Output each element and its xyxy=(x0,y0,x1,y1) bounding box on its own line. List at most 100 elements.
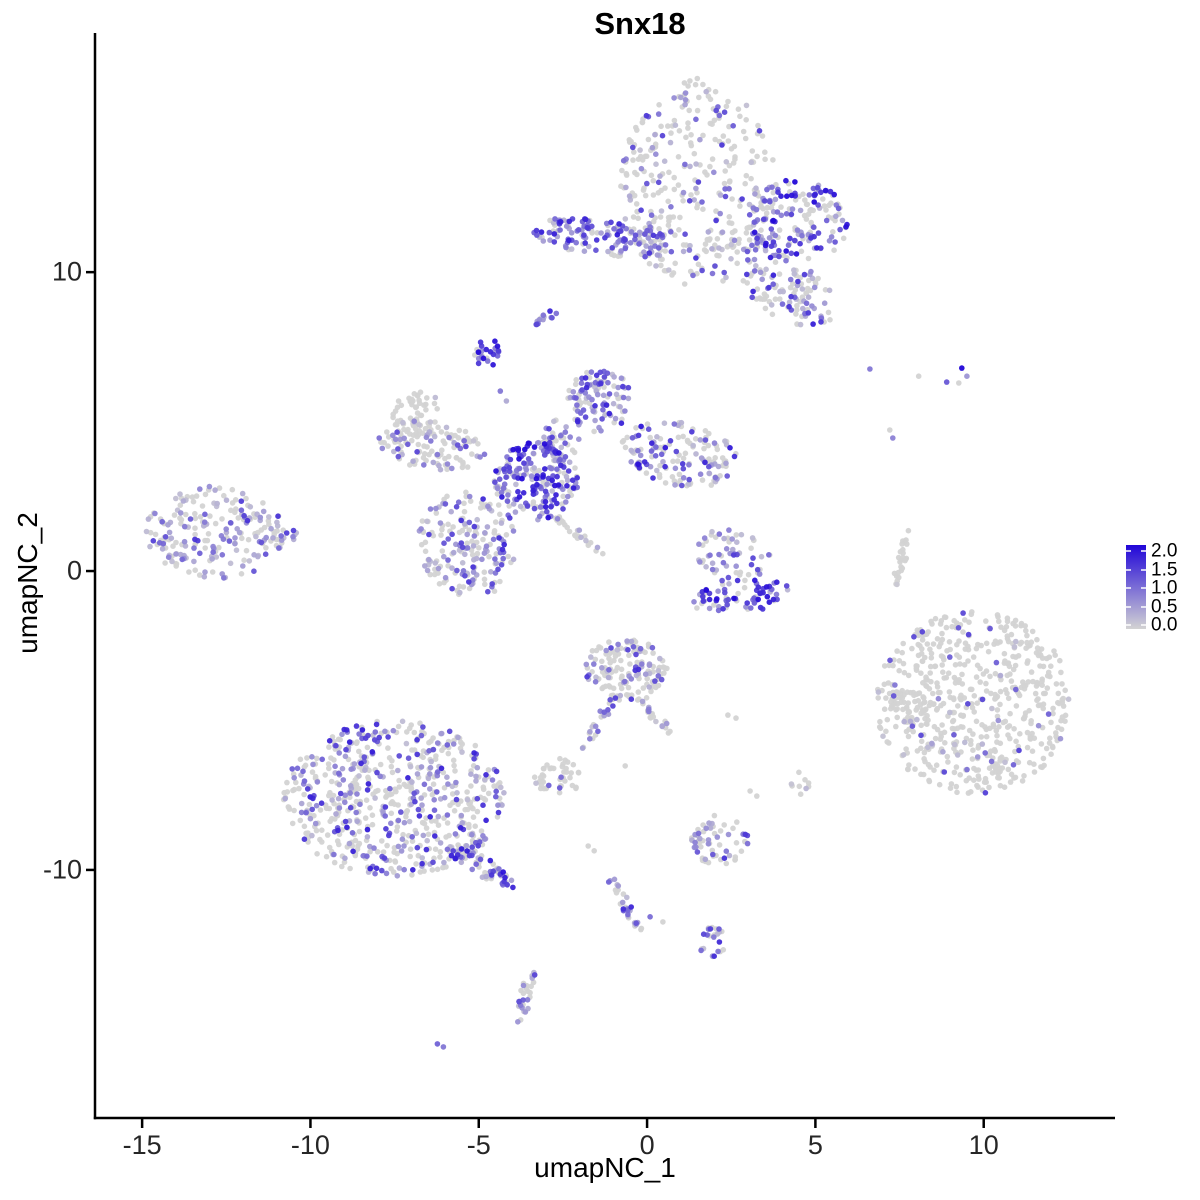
data-point xyxy=(219,552,226,558)
data-point xyxy=(683,134,689,141)
data-point xyxy=(533,780,539,786)
data-point xyxy=(739,196,745,202)
data-point xyxy=(356,748,362,755)
data-point xyxy=(733,563,739,569)
data-point xyxy=(453,504,460,510)
data-point xyxy=(746,237,753,243)
data-point xyxy=(197,486,203,492)
data-point xyxy=(918,732,924,739)
data-point xyxy=(654,467,660,474)
data-point xyxy=(593,237,600,243)
data-point xyxy=(734,249,740,255)
data-point xyxy=(748,561,755,568)
data-point xyxy=(480,536,486,543)
data-point xyxy=(599,665,605,671)
data-point xyxy=(973,718,980,725)
data-point xyxy=(263,545,269,551)
data-point xyxy=(289,766,296,772)
data-point xyxy=(796,769,802,776)
data-point xyxy=(551,496,557,503)
data-point xyxy=(805,255,812,262)
data-point xyxy=(700,132,706,139)
data-point xyxy=(500,555,507,562)
data-point xyxy=(414,771,421,777)
data-point xyxy=(934,636,941,642)
data-point xyxy=(643,153,650,160)
x-tick-label: -10 xyxy=(290,1130,330,1160)
data-point xyxy=(582,240,588,246)
data-point xyxy=(1024,744,1031,751)
data-point xyxy=(925,744,931,751)
data-point xyxy=(956,380,962,386)
data-point xyxy=(996,618,1002,625)
data-point xyxy=(433,510,440,516)
data-point xyxy=(682,101,688,108)
data-point xyxy=(469,538,475,545)
y-tick-label: -10 xyxy=(42,854,82,885)
data-point xyxy=(628,638,635,645)
data-point xyxy=(742,831,749,838)
data-point xyxy=(606,639,612,645)
data-point xyxy=(957,661,963,667)
data-point xyxy=(964,766,970,773)
data-point xyxy=(725,98,731,105)
data-point xyxy=(401,843,407,849)
data-point xyxy=(419,802,425,808)
data-point xyxy=(531,505,538,512)
data-point xyxy=(954,752,961,758)
data-point xyxy=(440,769,447,776)
data-point xyxy=(766,284,772,291)
data-point xyxy=(620,383,626,390)
data-point xyxy=(395,767,401,774)
data-point xyxy=(471,557,477,563)
data-point xyxy=(440,1044,447,1050)
data-point xyxy=(587,736,593,742)
data-point xyxy=(756,571,763,577)
data-point xyxy=(415,432,422,438)
data-point xyxy=(426,739,432,746)
data-point xyxy=(992,765,999,772)
colorbar-tick-mark xyxy=(1141,624,1146,626)
data-point xyxy=(960,610,966,616)
data-point xyxy=(598,428,604,434)
data-point xyxy=(751,229,758,236)
data-point xyxy=(770,189,777,196)
data-point xyxy=(686,247,693,253)
data-point xyxy=(622,245,629,252)
data-point xyxy=(396,777,402,784)
data-point xyxy=(565,493,571,500)
data-point xyxy=(899,565,906,572)
data-point xyxy=(712,455,718,461)
data-point xyxy=(949,725,956,732)
data-point xyxy=(420,832,427,839)
data-point xyxy=(569,477,576,484)
data-point xyxy=(534,232,540,238)
colorbar-tick-label: 0.0 xyxy=(1151,614,1178,636)
data-point xyxy=(668,130,674,136)
data-point xyxy=(1017,731,1023,737)
data-point xyxy=(418,764,425,770)
data-point xyxy=(434,1041,441,1047)
data-point xyxy=(591,661,597,667)
data-point xyxy=(1053,681,1060,687)
data-point xyxy=(427,786,433,792)
data-point xyxy=(1029,628,1036,635)
data-point xyxy=(404,428,410,435)
data-point xyxy=(773,591,780,598)
data-point xyxy=(503,474,509,481)
data-point xyxy=(956,677,962,683)
data-point xyxy=(962,640,969,646)
data-point xyxy=(502,874,508,881)
data-point xyxy=(510,556,517,563)
data-point xyxy=(566,459,573,466)
data-point xyxy=(700,81,706,88)
data-point xyxy=(978,734,985,740)
x-axis-title: umapNC_1 xyxy=(534,1152,676,1183)
data-point xyxy=(251,568,257,574)
data-point xyxy=(204,537,211,544)
data-point xyxy=(672,482,678,488)
data-point xyxy=(483,817,489,824)
data-point xyxy=(734,819,740,825)
data-point xyxy=(477,339,484,346)
data-point xyxy=(493,793,499,800)
